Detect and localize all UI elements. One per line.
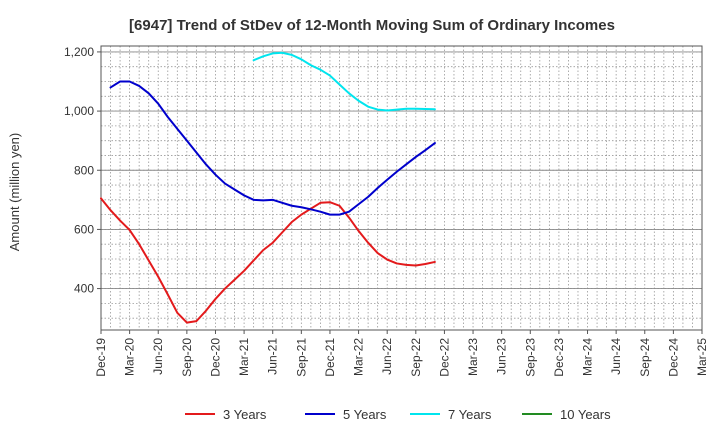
grid-lines [100,46,703,330]
axes [100,45,703,331]
legend-item: 3 Years [185,407,267,422]
legend-label: 7 Years [448,407,492,422]
x-tick-label: Sep-24 [638,338,652,377]
x-tick-label: Dec-24 [666,338,680,377]
x-tick-label: Sep-22 [409,338,423,377]
y-axis-label: Amount (million yen) [7,133,22,252]
x-tick-label: Mar-21 [237,338,251,376]
y-tick-label: 800 [74,163,94,177]
x-tick-label: Jun-20 [151,338,165,375]
x-tick-label: Mar-23 [466,338,480,376]
y-tick-label: 400 [74,282,94,296]
x-tick-label: Jun-24 [609,338,623,375]
legend: 3 Years 5 Years 7 Years 10 Years [185,407,611,422]
series-line [252,51,436,112]
x-tick-label: Dec-23 [552,338,566,377]
y-tick-label: 600 [74,222,94,236]
series-lines [100,51,436,324]
x-tick-label: Jun-21 [266,338,280,375]
legend-item: 7 Years [410,407,492,422]
x-tick-label: Mar-25 [695,338,709,376]
tick-labels: 400 600 800 1,000 1,200 Dec-19 Mar-20 Jun-20 Sep… [64,45,709,377]
legend-label: 3 Years [223,407,267,422]
series-7-years [252,51,436,112]
x-tick-label: Dec-20 [208,338,222,377]
series-line [109,80,436,216]
legend-label: 10 Years [560,407,611,422]
legend-item: 5 Years [305,407,387,422]
x-tick-label: Dec-21 [323,338,337,377]
series-5-years [109,80,436,216]
x-tick-label: Jun-22 [380,338,394,375]
x-tick-label: Sep-21 [294,338,308,377]
series-line [100,197,436,324]
legend-label: 5 Years [343,407,387,422]
y-tick-label: 1,000 [64,104,94,118]
y-tick-label: 1,200 [64,45,94,59]
x-tick-label: Sep-20 [180,338,194,377]
x-tick-label: Dec-22 [437,338,451,377]
x-tick-label: Mar-24 [581,338,595,376]
legend-item: 10 Years [522,407,611,422]
x-tick-label: Dec-19 [94,338,108,377]
series-3-years [100,197,436,324]
x-tick-label: Mar-22 [352,338,366,376]
plot-frame [100,45,703,331]
x-tick-label: Jun-23 [495,338,509,375]
x-tick-label: Sep-23 [523,338,537,377]
x-tick-label: Mar-20 [123,338,137,376]
chart-title: [6947] Trend of StDev of 12-Month Moving… [129,17,615,34]
